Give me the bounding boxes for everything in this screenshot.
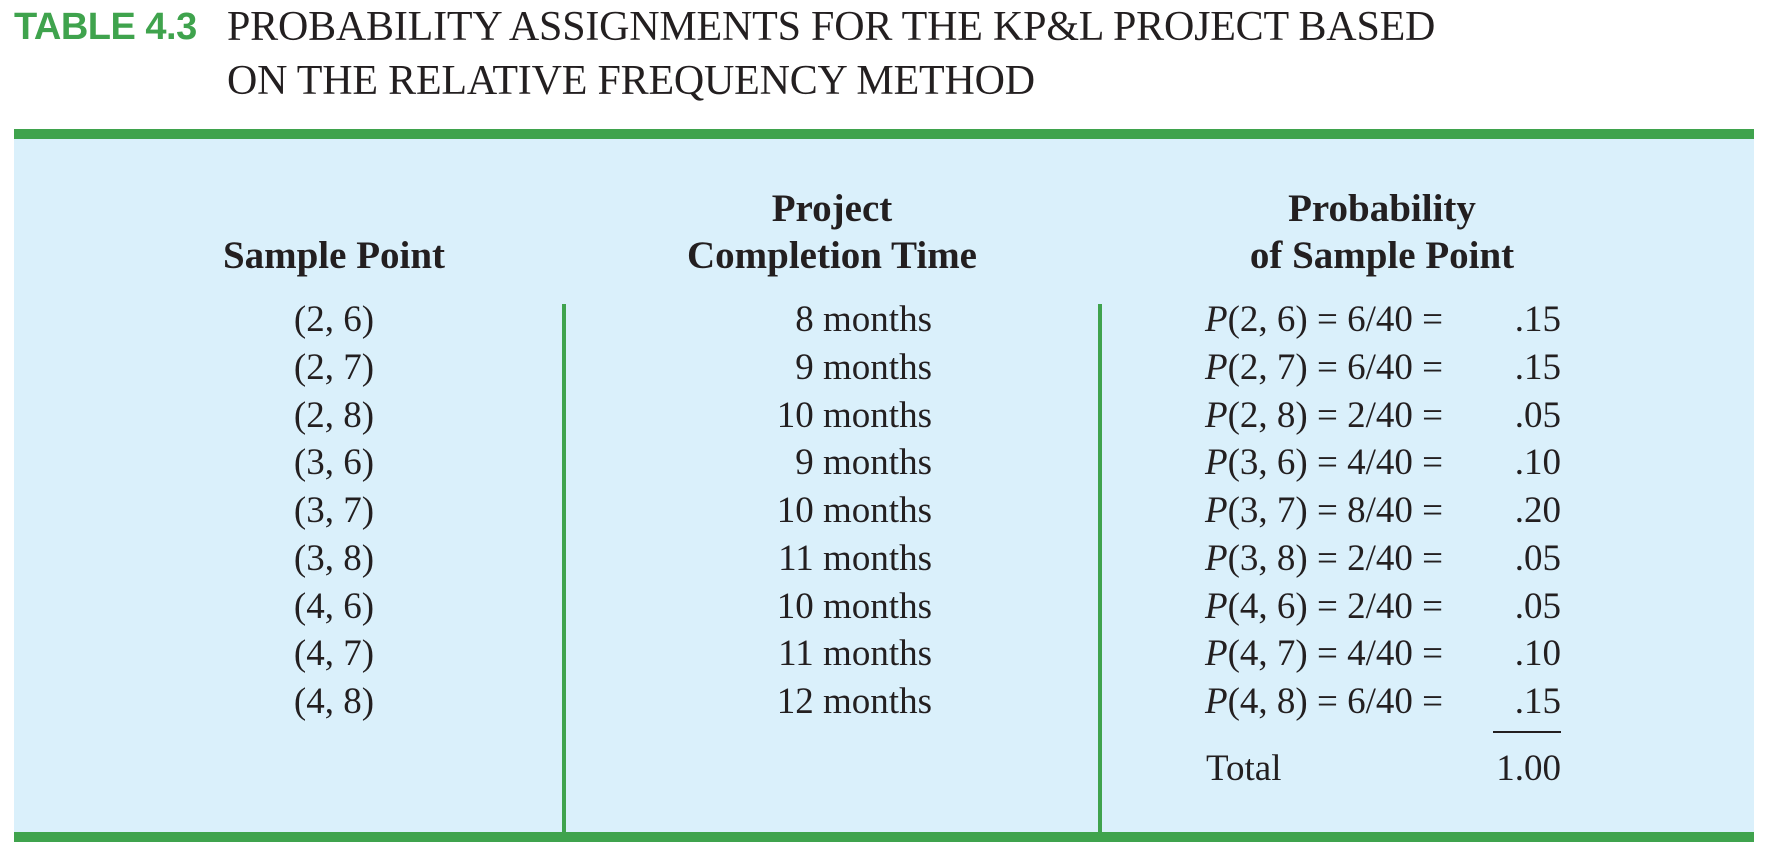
completion-time-cell: 9 months	[795, 347, 932, 388]
probability-expression-cell: P(3, 7) = 8/40 =	[1205, 492, 1485, 529]
sample-point-cell: (3, 7)	[293, 490, 375, 531]
sample-point-cell: (4, 7)	[293, 633, 375, 674]
probability-symbol: P	[1205, 442, 1228, 483]
probability-expression-text: (4, 6) = 2/40 =	[1227, 586, 1444, 627]
probability-symbol: P	[1205, 490, 1228, 531]
probability-expression-cell: P(2, 7) = 6/40 =	[1205, 349, 1485, 386]
total-label: Total	[1206, 748, 1282, 789]
sum-line	[1493, 731, 1561, 733]
sample-point-cell: (2, 6)	[293, 299, 375, 340]
header-completion-time-line-1: Project	[771, 187, 893, 230]
probability-value-cell: .15	[1514, 681, 1561, 722]
probability-expression-cell: P(2, 6) = 6/40 =	[1205, 301, 1485, 338]
completion-time-cell: 10 months	[776, 395, 932, 436]
probability-expression-text: (2, 6) = 6/40 =	[1227, 299, 1444, 340]
total-value: 1.00	[1496, 748, 1561, 789]
probability-value-cell: .15	[1514, 299, 1561, 340]
sample-point-cell: (2, 7)	[293, 347, 375, 388]
probability-value-cell: .15	[1514, 347, 1561, 388]
sample-point-cell: (2, 8)	[293, 395, 375, 436]
probability-expression-text: (4, 7) = 4/40 =	[1227, 633, 1444, 674]
table-title-line-2: ON THE RELATIVE FREQUENCY METHOD	[227, 58, 1035, 104]
probability-value-cell: .10	[1514, 633, 1561, 674]
completion-time-cell: 11 months	[778, 633, 932, 674]
probability-expression-text: (2, 7) = 6/40 =	[1227, 347, 1444, 388]
probability-value-cell: .05	[1514, 586, 1561, 627]
header-completion-time-line-2: Completion Time	[687, 234, 977, 277]
completion-time-cell: 11 months	[778, 538, 932, 579]
probability-expression-cell: P(2, 8) = 2/40 =	[1205, 397, 1485, 434]
probability-expression-cell: P(4, 8) = 6/40 =	[1205, 683, 1485, 720]
probability-symbol: P	[1205, 633, 1228, 674]
table-panel	[14, 129, 1754, 842]
column-divider-2	[1098, 304, 1102, 836]
probability-value-cell: .05	[1514, 395, 1561, 436]
probability-expression-text: (3, 7) = 8/40 =	[1227, 490, 1444, 531]
probability-value-cell: .10	[1514, 442, 1561, 483]
sample-point-cell: (4, 6)	[293, 586, 375, 627]
probability-value-cell: .20	[1514, 490, 1561, 531]
top-rule	[14, 129, 1754, 139]
sample-point-cell: (3, 8)	[293, 538, 375, 579]
probability-expression-text: (3, 6) = 4/40 =	[1227, 442, 1444, 483]
probability-expression-text: (3, 8) = 2/40 =	[1227, 538, 1444, 579]
probability-symbol: P	[1205, 347, 1228, 388]
completion-time-cell: 12 months	[776, 681, 932, 722]
probability-expression-text: (4, 8) = 6/40 =	[1227, 681, 1444, 722]
completion-time-cell: 10 months	[776, 586, 932, 627]
completion-time-cell: 8 months	[795, 299, 932, 340]
probability-symbol: P	[1205, 681, 1228, 722]
sample-point-cell: (3, 6)	[293, 442, 375, 483]
header-sample-point: Sample Point	[222, 234, 446, 277]
probability-symbol: P	[1205, 538, 1228, 579]
probability-value-cell: .05	[1514, 538, 1561, 579]
probability-symbol: P	[1205, 299, 1228, 340]
probability-expression-cell: P(3, 8) = 2/40 =	[1205, 540, 1485, 577]
probability-expression-cell: P(3, 6) = 4/40 =	[1205, 444, 1485, 481]
sample-point-cell: (4, 8)	[293, 681, 375, 722]
completion-time-cell: 10 months	[776, 490, 932, 531]
probability-expression-text: (2, 8) = 2/40 =	[1227, 395, 1444, 436]
table-title-line-1: PROBABILITY ASSIGNMENTS FOR THE KP&L PRO…	[227, 4, 1436, 50]
header-probability-line-2: of Sample Point	[1249, 234, 1515, 277]
probability-symbol: P	[1205, 395, 1228, 436]
column-divider-1	[562, 304, 566, 836]
probability-expression-cell: P(4, 7) = 4/40 =	[1205, 635, 1485, 672]
probability-expression-cell: P(4, 6) = 2/40 =	[1205, 588, 1485, 625]
header-probability-line-1: Probability	[1288, 187, 1476, 230]
probability-symbol: P	[1205, 586, 1228, 627]
completion-time-cell: 9 months	[795, 442, 932, 483]
table-label: TABLE 4.3	[14, 6, 197, 48]
bottom-rule	[14, 832, 1754, 842]
